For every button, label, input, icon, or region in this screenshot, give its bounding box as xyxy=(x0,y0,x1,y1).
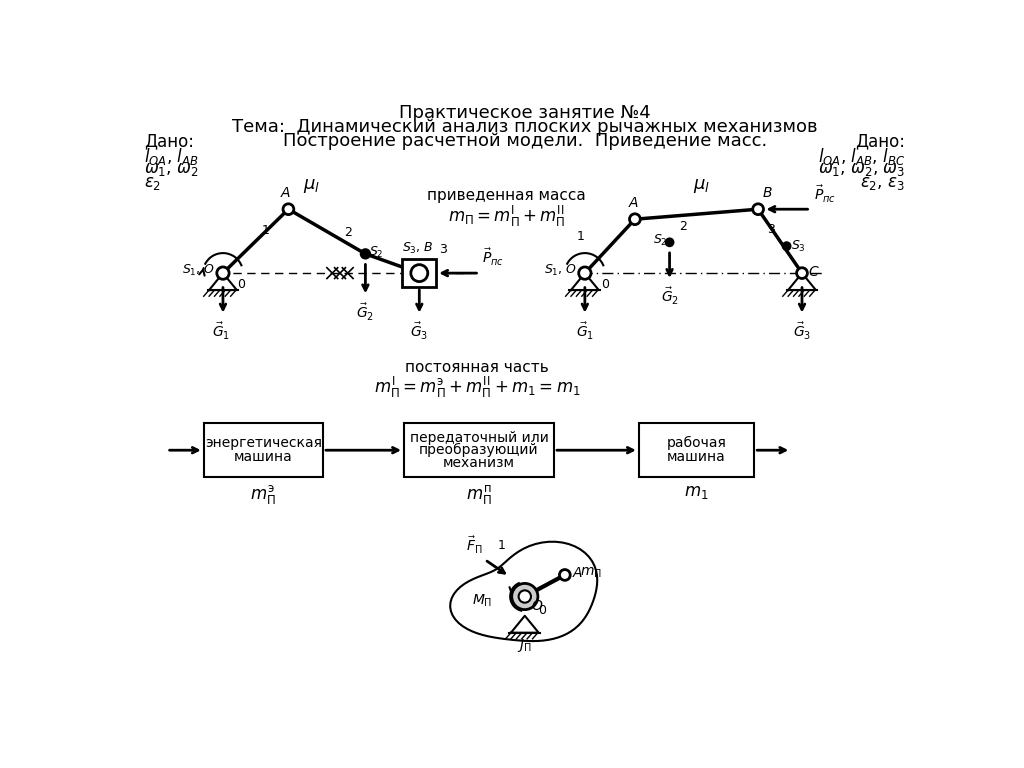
Bar xyxy=(639,423,755,477)
Text: $C$: $C$ xyxy=(808,264,820,279)
Circle shape xyxy=(782,243,791,250)
Bar xyxy=(402,260,436,287)
Text: $\vec{P}_{пс}$: $\vec{P}_{пс}$ xyxy=(482,247,505,269)
Text: 0: 0 xyxy=(601,278,609,291)
Text: $A$: $A$ xyxy=(571,567,583,581)
Text: $m_\Pi^{\rm п}$: $m_\Pi^{\rm п}$ xyxy=(466,483,492,506)
Text: Дано:: Дано: xyxy=(144,132,195,151)
Text: $\vec{G}_1$: $\vec{G}_1$ xyxy=(575,321,594,342)
Text: $m_\Pi$: $m_\Pi$ xyxy=(581,566,602,580)
Text: $m_1$: $m_1$ xyxy=(684,483,709,502)
Circle shape xyxy=(217,267,229,280)
Text: $m_\Pi^{\rm э}$: $m_\Pi^{\rm э}$ xyxy=(251,483,276,506)
Text: $\vec{G}_2$: $\vec{G}_2$ xyxy=(356,302,375,323)
Text: $\omega_1$, $\omega_2$: $\omega_1$, $\omega_2$ xyxy=(144,160,199,178)
Text: 1: 1 xyxy=(261,224,269,237)
Text: Практическое занятие №4: Практическое занятие №4 xyxy=(399,104,650,121)
Text: $m_\Pi^{\rm I} = m_\Pi^{\rm э} + m_\Pi^{\rm II} + m_1 = m_1$: $m_\Pi^{\rm I} = m_\Pi^{\rm э} + m_\Pi^{… xyxy=(374,375,581,400)
Text: передаточный или: передаточный или xyxy=(410,431,549,445)
Text: 2: 2 xyxy=(344,226,352,239)
Circle shape xyxy=(797,268,807,279)
Text: Дано:: Дано: xyxy=(855,132,905,151)
Polygon shape xyxy=(451,541,597,641)
Text: 1: 1 xyxy=(578,230,585,243)
Text: $l_{OA}$, $l_{AB}$, $l_{BC}$: $l_{OA}$, $l_{AB}$, $l_{BC}$ xyxy=(818,146,905,167)
Text: энергетическая: энергетическая xyxy=(205,436,322,450)
Text: $\vec{P}_{пс}$: $\vec{P}_{пс}$ xyxy=(813,184,836,204)
Text: Тема:  Динамический анализ плоских рычажных механизмов: Тема: Динамический анализ плоских рычажн… xyxy=(232,118,817,136)
Circle shape xyxy=(666,238,674,247)
Circle shape xyxy=(518,591,531,603)
Text: $\vec{G}_3$: $\vec{G}_3$ xyxy=(793,321,811,342)
Text: преобразующий: преобразующий xyxy=(419,443,539,457)
Text: $O$: $O$ xyxy=(531,599,544,613)
Text: 1: 1 xyxy=(498,539,506,552)
Text: приведенная масса: приведенная масса xyxy=(427,188,586,204)
Text: $\varepsilon_2$: $\varepsilon_2$ xyxy=(144,174,162,192)
Text: $\vec{G}_1$: $\vec{G}_1$ xyxy=(212,321,230,342)
Circle shape xyxy=(411,265,428,282)
Text: $S_3$: $S_3$ xyxy=(792,238,806,253)
Circle shape xyxy=(579,267,591,280)
Circle shape xyxy=(512,584,538,610)
Text: $S_1$, $O$: $S_1$, $O$ xyxy=(544,263,578,278)
Circle shape xyxy=(360,250,370,259)
Text: $M_{\Pi}$: $M_{\Pi}$ xyxy=(472,592,493,608)
Text: $\varepsilon_2$, $\varepsilon_3$: $\varepsilon_2$, $\varepsilon_3$ xyxy=(860,174,905,192)
Text: $A$: $A$ xyxy=(628,196,639,210)
Text: рабочая: рабочая xyxy=(667,436,726,450)
Text: $\mu_l$: $\mu_l$ xyxy=(303,177,321,195)
Circle shape xyxy=(630,214,640,224)
Text: машина: машина xyxy=(667,450,726,464)
Text: $A$: $A$ xyxy=(281,186,292,200)
Text: машина: машина xyxy=(234,450,293,464)
Text: 0: 0 xyxy=(238,278,246,291)
Text: $\vec{G}_3$: $\vec{G}_3$ xyxy=(411,321,428,342)
Text: $J_{\Pi}$: $J_{\Pi}$ xyxy=(517,637,532,654)
Bar xyxy=(204,423,323,477)
Text: $B$: $B$ xyxy=(762,186,773,200)
Text: $\omega_1$, $\omega_2$, $\omega_3$: $\omega_1$, $\omega_2$, $\omega_3$ xyxy=(818,160,905,178)
Text: 2: 2 xyxy=(680,220,687,233)
Circle shape xyxy=(283,204,294,214)
Bar xyxy=(403,423,554,477)
Text: 3: 3 xyxy=(439,243,447,257)
Circle shape xyxy=(559,570,570,581)
Text: постоянная часть: постоянная часть xyxy=(406,360,549,375)
Text: механизм: механизм xyxy=(443,455,515,469)
Text: $m_\Pi = m_\Pi^{\rm I} + m_\Pi^{\rm II}$: $m_\Pi = m_\Pi^{\rm I} + m_\Pi^{\rm II}$ xyxy=(447,204,565,229)
Text: $\mu_l$: $\mu_l$ xyxy=(693,177,711,195)
Text: 3: 3 xyxy=(767,223,775,236)
Text: $S_2$: $S_2$ xyxy=(370,245,384,260)
Text: $\vec{F}_{\Pi}$: $\vec{F}_{\Pi}$ xyxy=(466,535,482,556)
Text: $l_{OA}$, $l_{AB}$: $l_{OA}$, $l_{AB}$ xyxy=(144,146,199,167)
Text: $S_1$, $O$: $S_1$, $O$ xyxy=(182,263,215,278)
Circle shape xyxy=(753,204,764,214)
Text: Построение расчетной модели.  Приведение масс.: Построение расчетной модели. Приведение … xyxy=(283,132,767,151)
Text: 0: 0 xyxy=(538,604,546,617)
Text: $S_3$, $B$: $S_3$, $B$ xyxy=(402,241,434,257)
Text: $S_2$: $S_2$ xyxy=(653,233,668,248)
Text: $\vec{G}_2$: $\vec{G}_2$ xyxy=(660,286,679,307)
